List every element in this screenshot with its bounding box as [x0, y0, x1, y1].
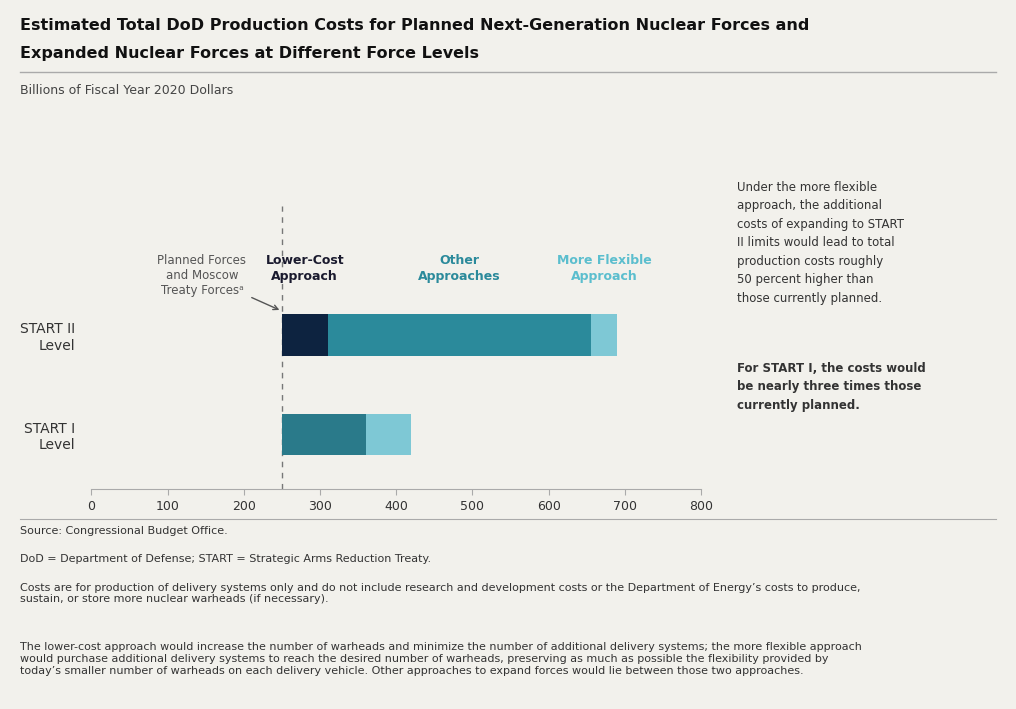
- Text: Planned Forces
and Moscow
Treaty Forcesᵃ: Planned Forces and Moscow Treaty Forcesᵃ: [157, 254, 278, 310]
- Bar: [590, 314, 617, 356]
- Bar: [281, 413, 366, 455]
- Text: More Flexible
Approach: More Flexible Approach: [557, 255, 651, 283]
- Text: Costs are for production of delivery systems only and do not include research an: Costs are for production of delivery sys…: [20, 583, 861, 604]
- Text: Estimated Total DoD Production Costs for Planned Next-Generation Nuclear Forces : Estimated Total DoD Production Costs for…: [20, 18, 810, 33]
- Text: Other
Approaches: Other Approaches: [418, 255, 501, 283]
- Text: Expanded Nuclear Forces at Different Force Levels: Expanded Nuclear Forces at Different For…: [20, 46, 480, 61]
- Text: DoD = Department of Defense; START = Strategic Arms Reduction Treaty.: DoD = Department of Defense; START = Str…: [20, 554, 432, 564]
- Bar: [327, 314, 590, 356]
- Text: Lower-Cost
Approach: Lower-Cost Approach: [265, 255, 344, 283]
- Text: Source: Congressional Budget Office.: Source: Congressional Budget Office.: [20, 526, 228, 536]
- Bar: [281, 314, 327, 356]
- Text: The lower-cost approach would increase the number of warheads and minimize the n: The lower-cost approach would increase t…: [20, 642, 863, 676]
- Text: For START I, the costs would
be nearly three times those
currently planned.: For START I, the costs would be nearly t…: [737, 362, 926, 412]
- Text: Billions of Fiscal Year 2020 Dollars: Billions of Fiscal Year 2020 Dollars: [20, 84, 234, 96]
- Bar: [366, 413, 411, 455]
- Text: Under the more flexible
approach, the additional
costs of expanding to START
II : Under the more flexible approach, the ad…: [737, 181, 903, 305]
